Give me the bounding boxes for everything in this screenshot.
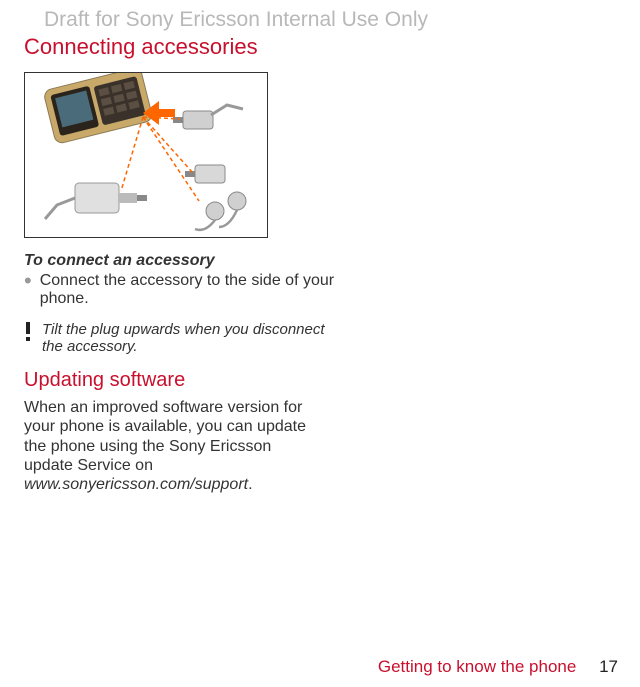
important-icon bbox=[24, 322, 32, 342]
accessory-diagram bbox=[24, 72, 268, 238]
heading-updating-software: Updating software bbox=[24, 369, 616, 392]
accessory-diagram-svg bbox=[25, 73, 268, 238]
watermark-text: Draft for Sony Ericsson Internal Use Onl… bbox=[44, 8, 616, 32]
heading-connecting-accessories: Connecting accessories bbox=[24, 34, 616, 60]
para-text-before-url: When an improved software version for yo… bbox=[24, 399, 306, 474]
subheading-to-connect: To connect an accessory bbox=[24, 252, 616, 270]
support-url: www.sonyericsson.com/support bbox=[24, 476, 248, 493]
note-text: Tilt the plug upwards when you disconnec… bbox=[42, 321, 344, 356]
page-footer: Getting to know the phone 17 bbox=[378, 657, 618, 677]
bullet-dot-icon: • bbox=[24, 274, 32, 288]
footer-section-name: Getting to know the phone bbox=[378, 657, 576, 676]
footer-page-number: 17 bbox=[599, 657, 618, 676]
bullet-text: Connect the accessory to the side of you… bbox=[40, 272, 344, 309]
note-tilt-plug: Tilt the plug upwards when you disconnec… bbox=[24, 321, 344, 356]
para-updating-software: When an improved software version for yo… bbox=[24, 398, 324, 494]
bullet-connect-accessory: • Connect the accessory to the side of y… bbox=[24, 272, 344, 309]
